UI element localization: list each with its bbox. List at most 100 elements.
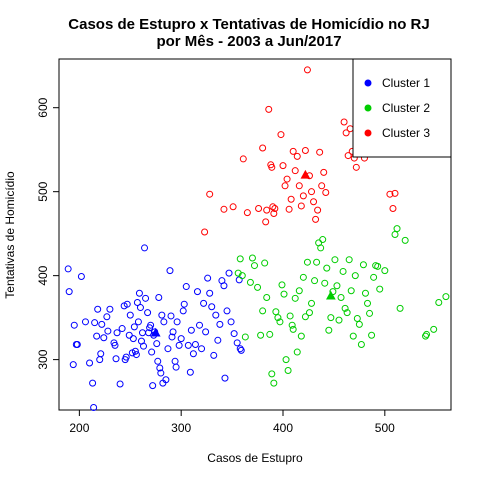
data-point: [204, 274, 212, 282]
data-point: [346, 125, 354, 133]
data-point: [323, 264, 331, 272]
data-point: [289, 325, 297, 333]
data-point: [393, 225, 401, 233]
y-tick-label: 500: [36, 181, 50, 201]
data-point: [308, 299, 316, 307]
y-axis: 300 400 500 600: [36, 97, 59, 370]
legend-marker-cluster-1: [364, 79, 372, 87]
data-point: [313, 258, 321, 266]
data-point: [391, 231, 399, 238]
data-point: [351, 272, 359, 280]
data-point: [301, 147, 309, 155]
data-point: [69, 361, 77, 369]
data-point: [132, 351, 140, 359]
data-point: [303, 258, 311, 266]
data-point: [147, 321, 155, 329]
data-point: [133, 299, 141, 307]
points-layer: [64, 66, 450, 411]
data-point: [269, 203, 277, 211]
data-point: [237, 346, 245, 354]
legend-marker-cluster-2: [364, 104, 372, 112]
data-point: [212, 311, 220, 319]
chart-title-line-2: por Mês - 2003 a Jun/2017: [156, 33, 341, 50]
data-point: [299, 273, 307, 281]
data-point: [325, 326, 333, 334]
data-point: [259, 307, 267, 315]
data-point: [243, 209, 251, 217]
data-point: [136, 304, 144, 312]
data-point: [297, 202, 305, 210]
data-point: [347, 287, 355, 295]
data-point: [276, 318, 284, 326]
data-point: [286, 312, 294, 320]
x-tick-label: 300: [171, 421, 191, 435]
data-point: [430, 325, 438, 333]
data-point: [366, 309, 374, 317]
data-point: [148, 348, 156, 356]
data-point: [187, 326, 195, 334]
data-point: [142, 294, 150, 302]
data-point: [322, 189, 330, 197]
data-point: [268, 163, 276, 171]
data-point: [208, 303, 216, 311]
data-point: [156, 364, 164, 372]
data-point: [239, 155, 247, 163]
data-point: [241, 333, 249, 341]
data-point: [65, 288, 73, 296]
data-point: [320, 168, 328, 176]
data-point: [227, 318, 235, 326]
data-point: [200, 299, 208, 307]
data-point: [327, 314, 335, 322]
series-cluster-2: [234, 225, 450, 387]
data-point: [77, 272, 85, 280]
legend-label-cluster-3: Cluster 3: [382, 126, 430, 140]
data-point: [291, 167, 299, 175]
data-point: [266, 330, 274, 338]
data-point: [339, 267, 347, 275]
data-point: [134, 318, 142, 326]
data-point: [220, 205, 228, 213]
data-point: [180, 300, 188, 308]
data-point: [167, 312, 175, 320]
data-point: [422, 332, 430, 340]
data-point: [104, 327, 112, 335]
data-point: [230, 330, 238, 338]
data-point: [81, 318, 89, 326]
data-point: [278, 281, 286, 289]
data-point: [268, 370, 276, 378]
data-point: [111, 341, 119, 349]
data-point: [73, 341, 81, 349]
data-point: [318, 182, 326, 190]
y-tick-label: 300: [36, 349, 50, 369]
data-point: [282, 356, 290, 364]
data-point: [435, 299, 443, 307]
data-point: [281, 182, 289, 190]
data-point: [263, 206, 271, 214]
data-point: [112, 355, 120, 363]
data-point: [106, 305, 114, 313]
data-point: [381, 267, 389, 275]
data-point: [257, 331, 265, 339]
data-point: [196, 321, 204, 329]
data-point: [98, 320, 106, 328]
data-point: [160, 318, 168, 326]
data-point: [193, 288, 201, 296]
data-point: [293, 152, 301, 160]
data-point: [389, 204, 397, 212]
data-point: [364, 299, 372, 307]
data-point: [100, 334, 108, 342]
data-point: [293, 348, 301, 356]
data-point: [235, 276, 243, 284]
data-point: [295, 182, 303, 190]
data-point: [191, 341, 199, 349]
data-point: [168, 333, 176, 341]
data-point: [270, 210, 278, 218]
data-point: [314, 206, 322, 214]
data-point: [86, 359, 94, 367]
data-point: [198, 345, 206, 353]
data-point: [317, 244, 325, 252]
data-point: [259, 144, 267, 152]
x-tick-label: 400: [273, 421, 293, 435]
data-point: [344, 152, 352, 160]
